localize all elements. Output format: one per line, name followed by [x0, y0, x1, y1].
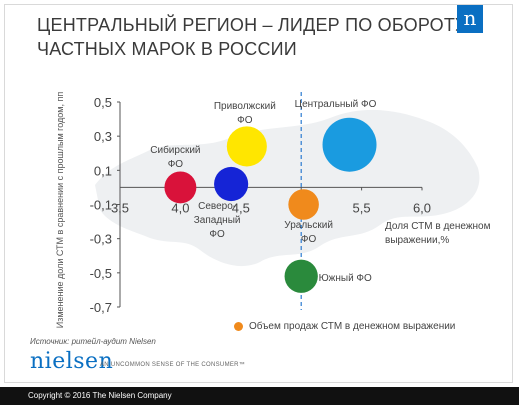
bubble: [226, 126, 267, 167]
source-note: Источник: ритейл-аудит Nielsen: [30, 337, 156, 346]
y-tick-label: 0,1: [94, 163, 112, 178]
x-tick-label: 4,0: [171, 200, 189, 215]
logo-letter: n: [463, 6, 477, 30]
bubble-label: Уральский ФО: [269, 219, 349, 247]
bubble-label-line: Приволжский: [213, 101, 276, 113]
bubble: [214, 166, 249, 202]
copyright-footer: Copyright © 2016 The Nielsen Company: [0, 387, 519, 405]
nielsen-brand: nielsen: [30, 349, 114, 374]
page-title: ЦЕНТРАЛЬНЫЙ РЕГИОН – ЛИДЕР ПО ОБОРОТУ ЧА…: [37, 13, 467, 61]
x-tick-label: 6,0: [413, 200, 431, 215]
title-line-1: ЦЕНТРАЛЬНЫЙ РЕГИОН – ЛИДЕР ПО ОБОРОТУ: [37, 15, 467, 35]
x-tick-label: 4,5: [232, 200, 250, 215]
bubble-label-line: Сибирский: [150, 145, 201, 157]
bubble-label-line: ФО: [237, 115, 253, 127]
legend: Объем продаж СТМ в денежном выражении: [234, 321, 455, 332]
bubble-label: Приволжский ФО: [195, 100, 295, 128]
nielsen-logo: n: [457, 5, 483, 33]
x-tick-label: 5,5: [353, 200, 371, 215]
y-tick-label: -0,7: [90, 300, 112, 315]
bubble-label: Центральный ФО: [294, 98, 377, 110]
x-tick-label: 3,5: [111, 200, 129, 215]
y-tick-label: -0,1: [90, 198, 112, 213]
russia-map-silhouette: [95, 109, 480, 267]
bubble: [288, 189, 319, 220]
bubble: [164, 171, 197, 204]
bubble-label-line: ФО: [167, 159, 184, 171]
brand-tagline: AN UNCOMMON SENSE OF THE CONSUMER™: [100, 362, 246, 368]
bubble-label: Сибирский ФО: [135, 144, 215, 172]
y-tick-label: -0,3: [90, 232, 112, 247]
bubble-label-line: ФО: [209, 229, 225, 240]
y-tick-label: 0,5: [94, 95, 112, 110]
bubble-layer: [164, 117, 377, 293]
x-axis-label: Доля СТМ в денежном выражении,%: [385, 221, 491, 246]
legend-dot: [234, 322, 243, 331]
title-line-2: ЧАСТНЫХ МАРОК В РОССИИ: [37, 39, 297, 59]
bubble-label-line: Северо-: [198, 201, 237, 212]
bubble-label: Южный ФО: [318, 273, 372, 285]
bubble-label: Северо- Западный ФО: [177, 200, 257, 242]
y-tick-label: 0,3: [94, 129, 112, 144]
y-axis-label: Изменение доли СТМ в сравнении с прошлым…: [55, 91, 65, 329]
bubble-label-line: ФО: [300, 233, 317, 245]
legend-text: Объем продаж СТМ в денежном выражении: [249, 321, 456, 332]
bubble: [284, 259, 318, 293]
bubble-label-line: Уральский: [284, 219, 333, 231]
y-tick-label: -0,5: [90, 266, 112, 281]
bubble: [322, 117, 377, 172]
bubble-label-line: Западный: [193, 215, 241, 226]
